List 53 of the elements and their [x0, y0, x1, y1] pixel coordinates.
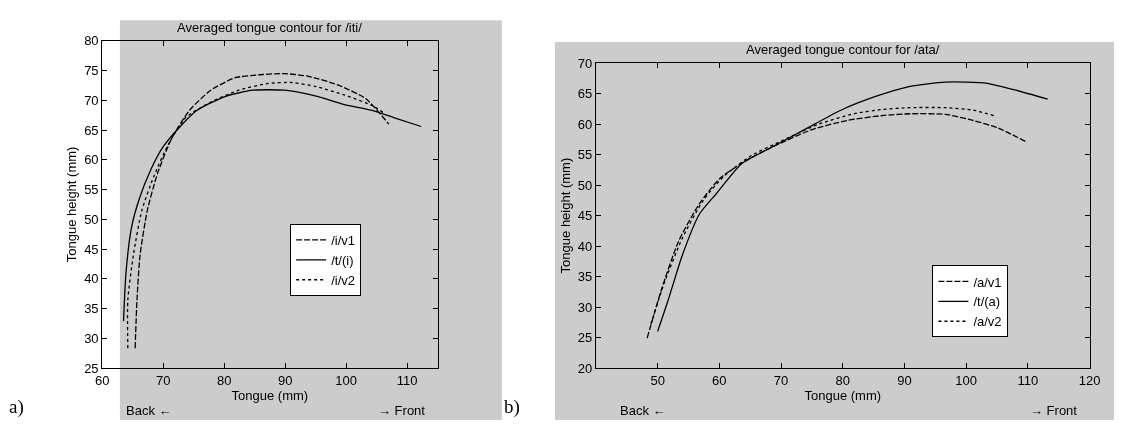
x-axis-title: Tongue (mm)	[804, 387, 882, 403]
x-tick-label: 50	[650, 372, 665, 388]
y-tick-label: 35	[84, 301, 99, 317]
chart-title: Averaged tongue contour for /ata/	[746, 42, 940, 57]
x-tick-label: 100	[955, 372, 978, 388]
y-tick-label: 20	[577, 360, 593, 376]
text: Back ←	[126, 403, 172, 418]
y-tick-label: 80	[84, 33, 99, 49]
x-axis-title: Tongue (mm)	[231, 387, 309, 403]
y-tick-label: 75	[84, 63, 99, 79]
y-tick-label: 45	[577, 208, 593, 224]
text: a)	[9, 396, 24, 418]
y-axis-title: Tongue height (mm)	[64, 146, 80, 263]
text: → Front	[378, 403, 426, 418]
y-tick-label: 70	[577, 55, 593, 71]
x-tick-label: 80	[216, 372, 232, 388]
chart-title: Averaged tongue contour for /iti/	[177, 20, 363, 35]
y-tick-label: 40	[84, 271, 99, 287]
y-tick-label: 65	[577, 86, 593, 102]
legend-label: /i/v2	[331, 272, 355, 288]
y-tick-label: 30	[577, 299, 593, 315]
legend-label: /t/(i)	[331, 252, 354, 268]
legend-label: /a/v1	[973, 274, 1002, 290]
y-tick-label: 50	[84, 211, 99, 227]
x-tick-label: 90	[897, 372, 912, 388]
legend-label: /t/(a)	[973, 294, 1001, 310]
x-tick-label: 100	[335, 372, 357, 388]
x-tick-label: 110	[396, 372, 418, 388]
x-tick-label: 110	[1017, 372, 1039, 388]
x-tick-label: 120	[1078, 372, 1101, 388]
y-tick-label: 40	[577, 238, 593, 254]
y-tick-label: 55	[84, 182, 99, 198]
x-tick-label: 80	[835, 372, 851, 388]
text: → Front	[1030, 403, 1078, 418]
legend-label: /i/v1	[331, 233, 355, 249]
x-tick-label: 60	[712, 372, 727, 388]
text: Back ←	[620, 403, 666, 418]
y-tick-label: 25	[577, 330, 593, 346]
y-tick-label: 45	[84, 241, 99, 257]
y-tick-label: 35	[577, 269, 593, 285]
y-tick-label: 70	[84, 92, 99, 108]
x-tick-label: 70	[155, 372, 171, 388]
x-tick-label: 70	[773, 372, 789, 388]
legend-label: /a/v2	[973, 314, 1002, 330]
text: b)	[504, 396, 520, 418]
y-tick-label: 30	[84, 330, 99, 346]
y-tick-label: 60	[577, 116, 593, 132]
y-tick-label: 50	[577, 177, 593, 193]
y-tick-label: 55	[577, 147, 593, 163]
y-tick-label: 60	[84, 152, 99, 168]
y-axis-title: Tongue height (mm)	[557, 157, 573, 274]
x-tick-label: 90	[277, 372, 293, 388]
y-tick-label: 65	[84, 122, 99, 138]
